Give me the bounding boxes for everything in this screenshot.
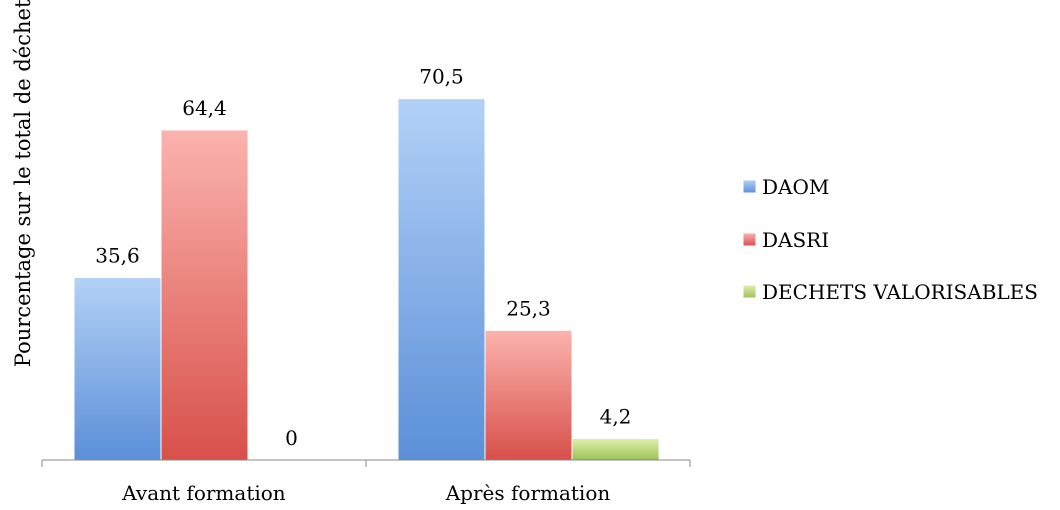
x-tick-label-avant-formation: Avant formation [121,481,285,505]
x-tick-label-apres-formation: Après formation [445,481,611,505]
legend-item-dechets-valorisables: DECHETS VALORISABLES [742,280,1038,304]
bar-daom-apr-s-formation [397,98,486,461]
data-label-daom-apr-s-formation: 70,5 [419,65,464,89]
legend-label-dasri: DASRI [762,228,829,252]
data-labels: 35,6 64,4 0 70,5 25,3 4,2 [95,65,631,450]
legend-swatch-daom [742,179,757,194]
bar-dasri-apr-s-formation [484,329,573,461]
data-label-dechets-valorisables-apr-s-formation: 4,2 [600,404,632,428]
legend-label-dechets-valorisables: DECHETS VALORISABLES [762,280,1038,304]
data-label-dasri-apr-s-formation: 25,3 [506,296,551,320]
legend: DAOM DASRI DECHETS VALORISABLES [742,175,1038,304]
data-label-daom-avant-formation: 35,6 [95,244,140,268]
legend-item-daom: DAOM [742,175,829,199]
bars [73,98,660,461]
bar-dasri-avant-formation [160,129,249,461]
bar-dechets-valorisables-apr-s-formation [571,437,660,461]
legend-label-daom: DAOM [762,175,829,199]
data-label-dasri-avant-formation: 64,4 [182,96,227,120]
y-axis-label: Pourcentage sur le total de déchets [11,0,35,367]
data-label-dechets-valorisables-avant-formation: 0 [285,426,298,450]
legend-swatch-dechets-valorisables [742,284,757,299]
legend-swatch-dasri [742,232,757,247]
bar-daom-avant-formation [73,277,162,461]
legend-item-dasri: DASRI [742,228,829,252]
